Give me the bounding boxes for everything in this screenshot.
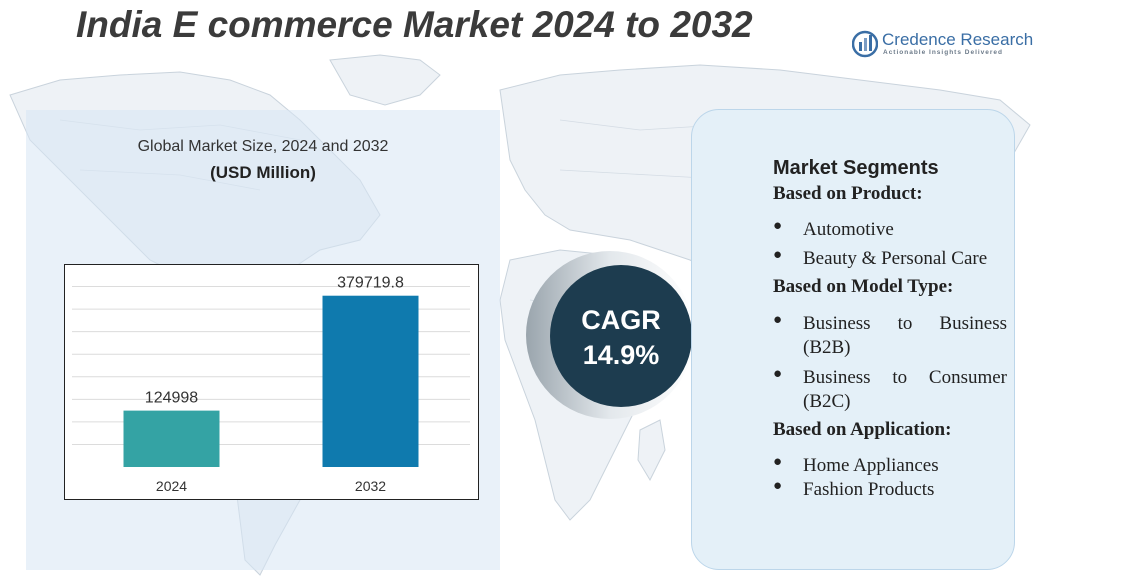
bar-2032 [322, 295, 419, 467]
logo-name: Credence Research [882, 30, 1034, 49]
credence-research-logo: Credence Research Actionable Insights De… [852, 30, 1042, 60]
segment-group-application: Based on Application: [773, 419, 952, 440]
page-title: India E commerce Market 2024 to 2032 [76, 4, 753, 45]
cagr-value: 14.9% [582, 340, 660, 370]
chart-bars [123, 295, 419, 467]
bullet-icon: ● [773, 312, 783, 328]
cagr-badge [526, 251, 694, 419]
bullet-icon: ● [773, 366, 783, 382]
segment-group-model-type: Based on Model Type: [773, 276, 954, 297]
bullet-icon: ● [773, 454, 783, 470]
chart-unit: (USD Million) [210, 163, 316, 182]
bullet-icon: ● [773, 478, 783, 494]
chart-title: Global Market Size, 2024 and 2032 [137, 138, 389, 155]
bar-chart: 124998 2024 379719.8 2032 [64, 264, 479, 500]
bullet-icon: ● [773, 218, 783, 234]
category-label-2024: 2024 [156, 478, 187, 494]
value-label-2024: 124998 [145, 390, 198, 407]
logo-mark-icon [852, 30, 878, 58]
segment-group-product: Based on Product: [773, 183, 923, 204]
chart-labels: 124998 2024 379719.8 2032 [145, 275, 404, 494]
segments-heading: Market Segments [773, 157, 939, 179]
value-label-2032: 379719.8 [337, 275, 404, 292]
cagr-label: CAGR [581, 305, 661, 335]
bullet-icon: ● [773, 247, 783, 263]
segments-panel [691, 109, 1015, 570]
category-label-2032: 2032 [355, 478, 386, 494]
logo-tagline: Actionable Insights Delivered [883, 49, 1004, 56]
cagr-circle [550, 265, 692, 407]
bar-2024 [123, 410, 220, 467]
